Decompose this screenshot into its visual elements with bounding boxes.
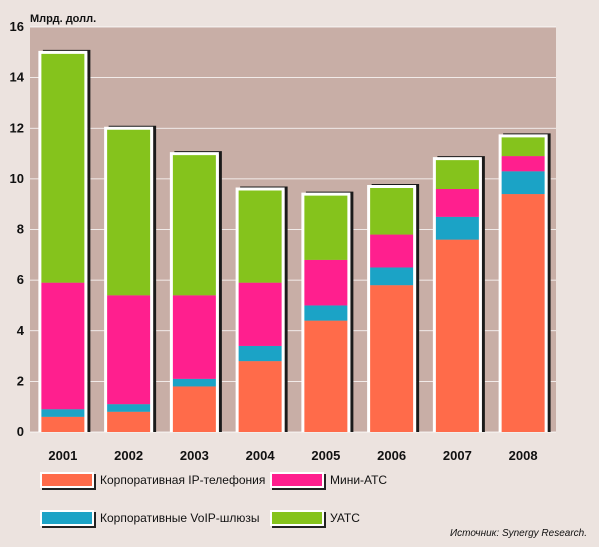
bar-segment [500, 194, 547, 432]
y-tick-label: 10 [10, 171, 24, 186]
bar-stack-2005 [301, 191, 354, 432]
y-tick-label: 12 [10, 120, 24, 135]
bar-segment [434, 239, 481, 432]
bar-segment [237, 361, 284, 432]
x-axis-ticks: 2001 2002 2003 2004 2005 2006 2007 2008 [48, 448, 537, 463]
y-tick-label: 6 [17, 272, 24, 287]
bar-segment [171, 378, 218, 387]
y-tick-label: 16 [10, 19, 24, 34]
bar-segment [171, 153, 218, 296]
bar-segment [105, 128, 152, 296]
bar-stack-2006 [367, 183, 420, 432]
bar-segment [434, 189, 481, 217]
bar-segment [237, 345, 284, 362]
bar-segment [302, 320, 349, 432]
bar-segment [171, 386, 218, 432]
bar-segment [237, 189, 284, 283]
bar-segment [434, 158, 481, 189]
legend-item-voip-gateways: Корпоративные VoIP-шлюзы [40, 510, 260, 526]
bar-segment [302, 259, 349, 306]
bar-stack-2002 [104, 125, 157, 432]
x-tick-label: 2001 [48, 448, 77, 463]
bar-segment [368, 234, 415, 268]
source-note: Источник: Synergy Research. [449, 528, 587, 539]
bars [38, 49, 551, 432]
bar-outline [104, 126, 154, 432]
bar-segment [434, 216, 481, 240]
bar-outline [498, 134, 548, 432]
y-axis-ticks: 0 2 4 6 8 10 12 14 16 [10, 19, 25, 439]
bar-segment [500, 135, 547, 157]
legend-label-voip-gateways: Корпоративные VoIP-шлюзы [100, 511, 260, 525]
bar-segment [302, 305, 349, 321]
legend-swatch-mini-pbx [270, 472, 324, 488]
x-tick-label: 2003 [180, 448, 209, 463]
bar-segment [368, 267, 415, 286]
bar-segment [368, 186, 415, 235]
x-tick-label: 2007 [443, 448, 472, 463]
unit-label: Млрд. долл. [30, 13, 96, 25]
bar-outline [367, 184, 417, 432]
x-tick-label: 2008 [509, 448, 538, 463]
y-tick-label: 8 [17, 222, 24, 237]
legend: Корпоративная IP-телефония Мини-АТС Корп… [40, 468, 580, 538]
legend-label-mini-pbx: Мини-АТС [330, 473, 388, 487]
x-tick-label: 2002 [114, 448, 143, 463]
bar-stack-2003 [169, 151, 222, 432]
bar-segment [171, 295, 218, 379]
bar-segment [39, 409, 86, 417]
bar-segment [500, 171, 547, 195]
legend-item-mini-pbx: Мини-АТС [270, 472, 387, 488]
legend-swatch-voip-gateways [40, 510, 94, 526]
bar-stack-2007 [432, 156, 485, 432]
bar-outline [38, 50, 88, 432]
bar-stack-2001 [38, 49, 91, 432]
legend-item-ip-telephony: Корпоративная IP-телефония [40, 472, 265, 488]
x-tick-label: 2006 [377, 448, 406, 463]
y-tick-label: 2 [17, 373, 24, 388]
bar-segment [368, 285, 415, 432]
legend-swatch-pbx [270, 510, 324, 526]
y-tick-label: 14 [10, 70, 25, 85]
x-tick-label: 2004 [246, 448, 276, 463]
bar-segment [237, 282, 284, 346]
bar-segment [500, 156, 547, 172]
legend-swatch-ip-telephony [40, 472, 94, 488]
bar-segment [105, 404, 152, 412]
bar-segment [39, 282, 86, 410]
y-tick-label: 4 [17, 323, 25, 338]
legend-label-pbx: УАТС [330, 511, 360, 525]
legend-item-pbx: УАТС [270, 510, 360, 526]
y-tick-label: 0 [17, 424, 24, 439]
bar-stack-2004 [235, 186, 288, 432]
bar-outline [169, 152, 219, 432]
bar-segment [105, 411, 152, 432]
bar-stack-2008 [498, 133, 551, 432]
bar-segment [39, 52, 86, 283]
bar-outline [432, 157, 482, 432]
bar-segment [302, 194, 349, 260]
bar-segment [39, 416, 86, 432]
bar-segment [105, 295, 152, 405]
legend-label-ip-telephony: Корпоративная IP-телефония [100, 473, 266, 487]
x-tick-label: 2005 [311, 448, 340, 463]
bar-outline [235, 187, 285, 432]
bar-outline [301, 192, 351, 432]
